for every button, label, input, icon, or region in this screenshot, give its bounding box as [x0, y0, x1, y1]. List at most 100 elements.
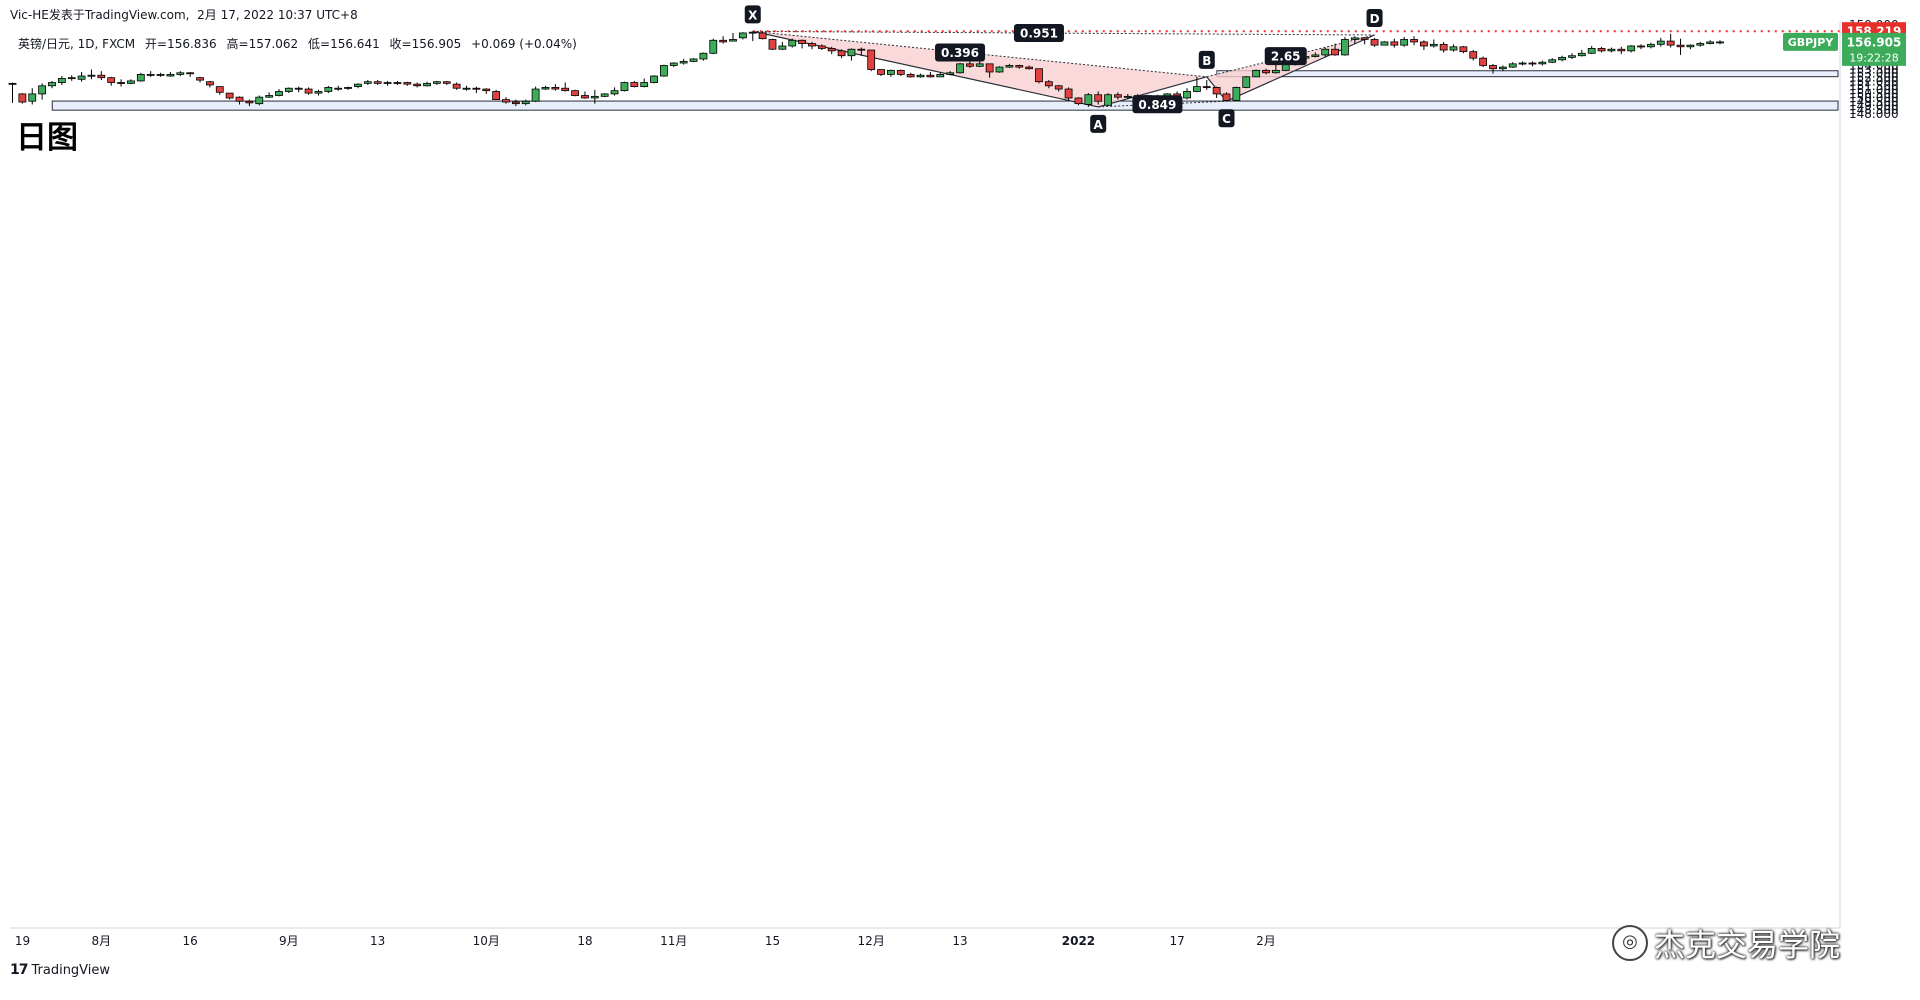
candle-0[interactable]	[8, 82, 17, 85]
candle-78[interactable]	[778, 45, 787, 50]
candle-4[interactable]	[48, 82, 56, 87]
candle-95[interactable]	[946, 72, 955, 75]
candle-20[interactable]	[205, 81, 214, 86]
candle-65[interactable]	[650, 75, 658, 83]
candle-112[interactable]	[1114, 94, 1122, 98]
candle-107[interactable]	[1064, 88, 1073, 99]
candle-161[interactable]	[1597, 48, 1606, 52]
candle-25[interactable]	[255, 96, 264, 105]
candle-53[interactable]	[531, 88, 540, 102]
point-label-C[interactable]: C	[1222, 112, 1231, 126]
candle-154[interactable]	[1528, 62, 1537, 65]
candle-169[interactable]	[1676, 44, 1685, 48]
candle-92[interactable]	[916, 74, 925, 78]
candle-90[interactable]	[896, 69, 905, 75]
candle-122[interactable]	[1212, 87, 1221, 95]
candle-44[interactable]	[442, 81, 451, 84]
candle-172[interactable]	[1706, 41, 1715, 44]
harmonic-leg-cd[interactable]	[1226, 34, 1375, 102]
candle-109[interactable]	[1084, 94, 1093, 105]
candle-24[interactable]	[245, 100, 254, 104]
candle-40[interactable]	[403, 82, 412, 85]
candle-166[interactable]	[1647, 43, 1655, 48]
candle-13[interactable]	[136, 74, 145, 82]
point-label-X[interactable]: X	[748, 8, 758, 22]
candle-164[interactable]	[1627, 45, 1636, 52]
candle-100[interactable]	[995, 66, 1004, 73]
candle-17[interactable]	[176, 72, 185, 75]
candle-91[interactable]	[906, 74, 915, 78]
candle-128[interactable]	[1271, 69, 1280, 74]
candle-81[interactable]	[808, 43, 816, 47]
candle-121[interactable]	[1202, 86, 1211, 88]
candle-55[interactable]	[551, 87, 560, 90]
candle-167[interactable]	[1656, 40, 1665, 45]
candle-39[interactable]	[393, 82, 402, 84]
candle-160[interactable]	[1587, 48, 1596, 54]
candle-74[interactable]	[738, 32, 747, 39]
candle-163[interactable]	[1617, 48, 1626, 52]
candle-31[interactable]	[314, 91, 323, 94]
candle-156[interactable]	[1548, 59, 1557, 63]
candle-69[interactable]	[689, 58, 698, 62]
candle-84[interactable]	[837, 50, 846, 57]
candle-101[interactable]	[1005, 65, 1014, 68]
candle-94[interactable]	[936, 74, 945, 78]
candle-158[interactable]	[1568, 55, 1576, 58]
candle-15[interactable]	[156, 74, 165, 76]
candle-93[interactable]	[926, 74, 935, 78]
candle-70[interactable]	[699, 52, 708, 60]
candle-49[interactable]	[492, 91, 501, 100]
ratio-label-3[interactable]: 2.65	[1271, 50, 1301, 64]
candle-76[interactable]	[758, 32, 767, 40]
candle-79[interactable]	[788, 39, 797, 47]
ratio-label-2[interactable]: 0.849	[1138, 98, 1176, 112]
candle-41[interactable]	[413, 83, 422, 87]
candle-139[interactable]	[1380, 41, 1389, 46]
candle-125[interactable]	[1242, 76, 1251, 88]
candle-136[interactable]	[1350, 37, 1359, 40]
candle-145[interactable]	[1439, 43, 1448, 51]
candle-27[interactable]	[275, 91, 283, 96]
ratio-label-1[interactable]: 0.951	[1020, 26, 1058, 40]
candle-1[interactable]	[18, 93, 27, 103]
candle-133[interactable]	[1321, 48, 1330, 56]
candle-45[interactable]	[452, 83, 461, 89]
candle-103[interactable]	[1025, 66, 1034, 70]
candle-111[interactable]	[1104, 94, 1112, 106]
candle-46[interactable]	[462, 87, 471, 90]
candle-21[interactable]	[215, 86, 224, 93]
tradingview-logo[interactable]: 17 TradingView	[10, 962, 110, 978]
candle-2[interactable]	[28, 93, 37, 102]
candle-168[interactable]	[1666, 40, 1675, 46]
candle-38[interactable]	[383, 82, 392, 84]
candle-52[interactable]	[521, 100, 530, 105]
candle-29[interactable]	[294, 87, 303, 90]
candle-19[interactable]	[196, 77, 204, 81]
harmonic-leg-ab[interactable]	[1098, 76, 1207, 108]
symbol-tag[interactable]	[1783, 32, 1838, 51]
candle-126[interactable]	[1252, 69, 1261, 78]
candle-88[interactable]	[877, 69, 885, 75]
candle-149[interactable]	[1479, 57, 1488, 66]
candle-22[interactable]	[225, 92, 234, 99]
candle-171[interactable]	[1696, 43, 1705, 46]
last-price-tag[interactable]	[1842, 32, 1906, 66]
candle-54[interactable]	[541, 87, 550, 90]
candle-33[interactable]	[334, 87, 343, 90]
candle-157[interactable]	[1558, 56, 1566, 61]
candle-56[interactable]	[561, 87, 570, 92]
candle-34[interactable]	[344, 87, 352, 89]
candle-170[interactable]	[1686, 44, 1695, 48]
candle-110[interactable]	[1094, 94, 1103, 102]
candle-26[interactable]	[265, 95, 274, 98]
candle-75[interactable]	[748, 31, 757, 34]
candle-37[interactable]	[373, 81, 382, 84]
candle-35[interactable]	[354, 83, 362, 87]
candle-32[interactable]	[324, 87, 333, 92]
candle-152[interactable]	[1508, 63, 1517, 68]
candle-30[interactable]	[304, 88, 313, 94]
candle-85[interactable]	[847, 48, 856, 57]
